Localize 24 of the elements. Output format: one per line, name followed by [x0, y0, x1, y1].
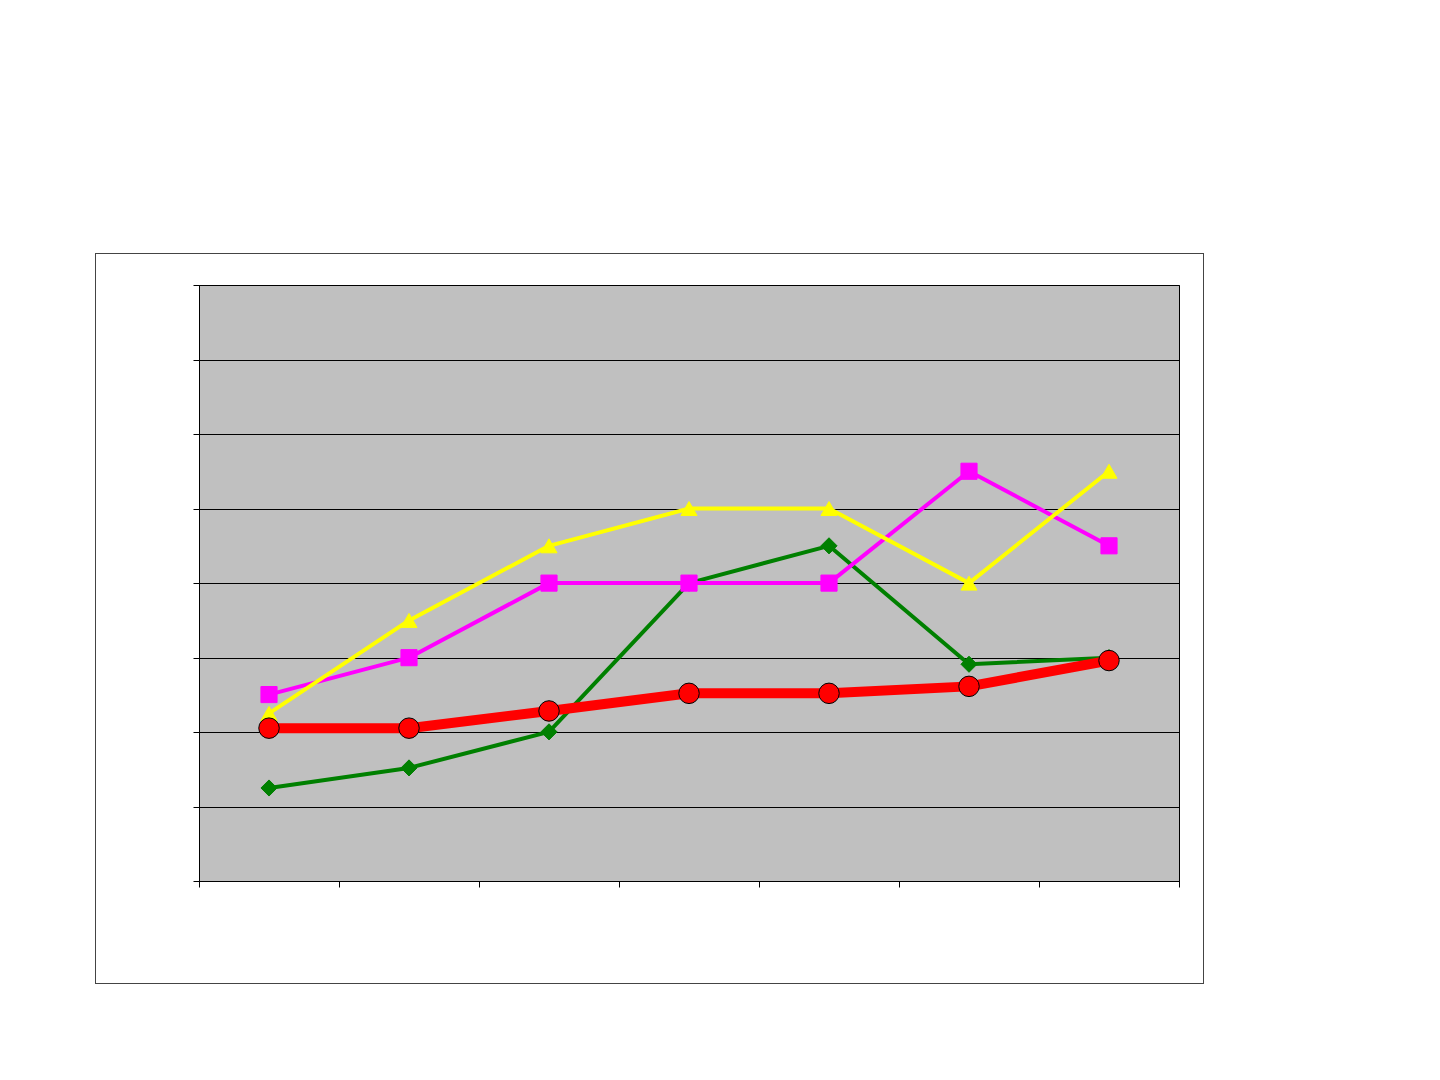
point	[398, 717, 420, 739]
point	[400, 649, 418, 667]
point	[400, 759, 418, 777]
point	[258, 717, 280, 739]
point	[820, 501, 838, 517]
point	[820, 574, 838, 592]
point	[960, 575, 978, 591]
point	[260, 686, 278, 704]
point	[540, 723, 558, 741]
point	[400, 612, 418, 628]
point	[1098, 649, 1120, 672]
point	[260, 779, 278, 797]
point	[960, 462, 978, 480]
point	[818, 682, 840, 705]
point	[678, 682, 700, 705]
point	[1100, 463, 1118, 479]
point	[538, 700, 560, 722]
point	[960, 655, 978, 673]
point	[680, 501, 698, 517]
point	[540, 574, 558, 592]
point	[958, 675, 980, 698]
point	[1100, 537, 1118, 555]
point	[820, 537, 838, 555]
point	[540, 538, 558, 554]
